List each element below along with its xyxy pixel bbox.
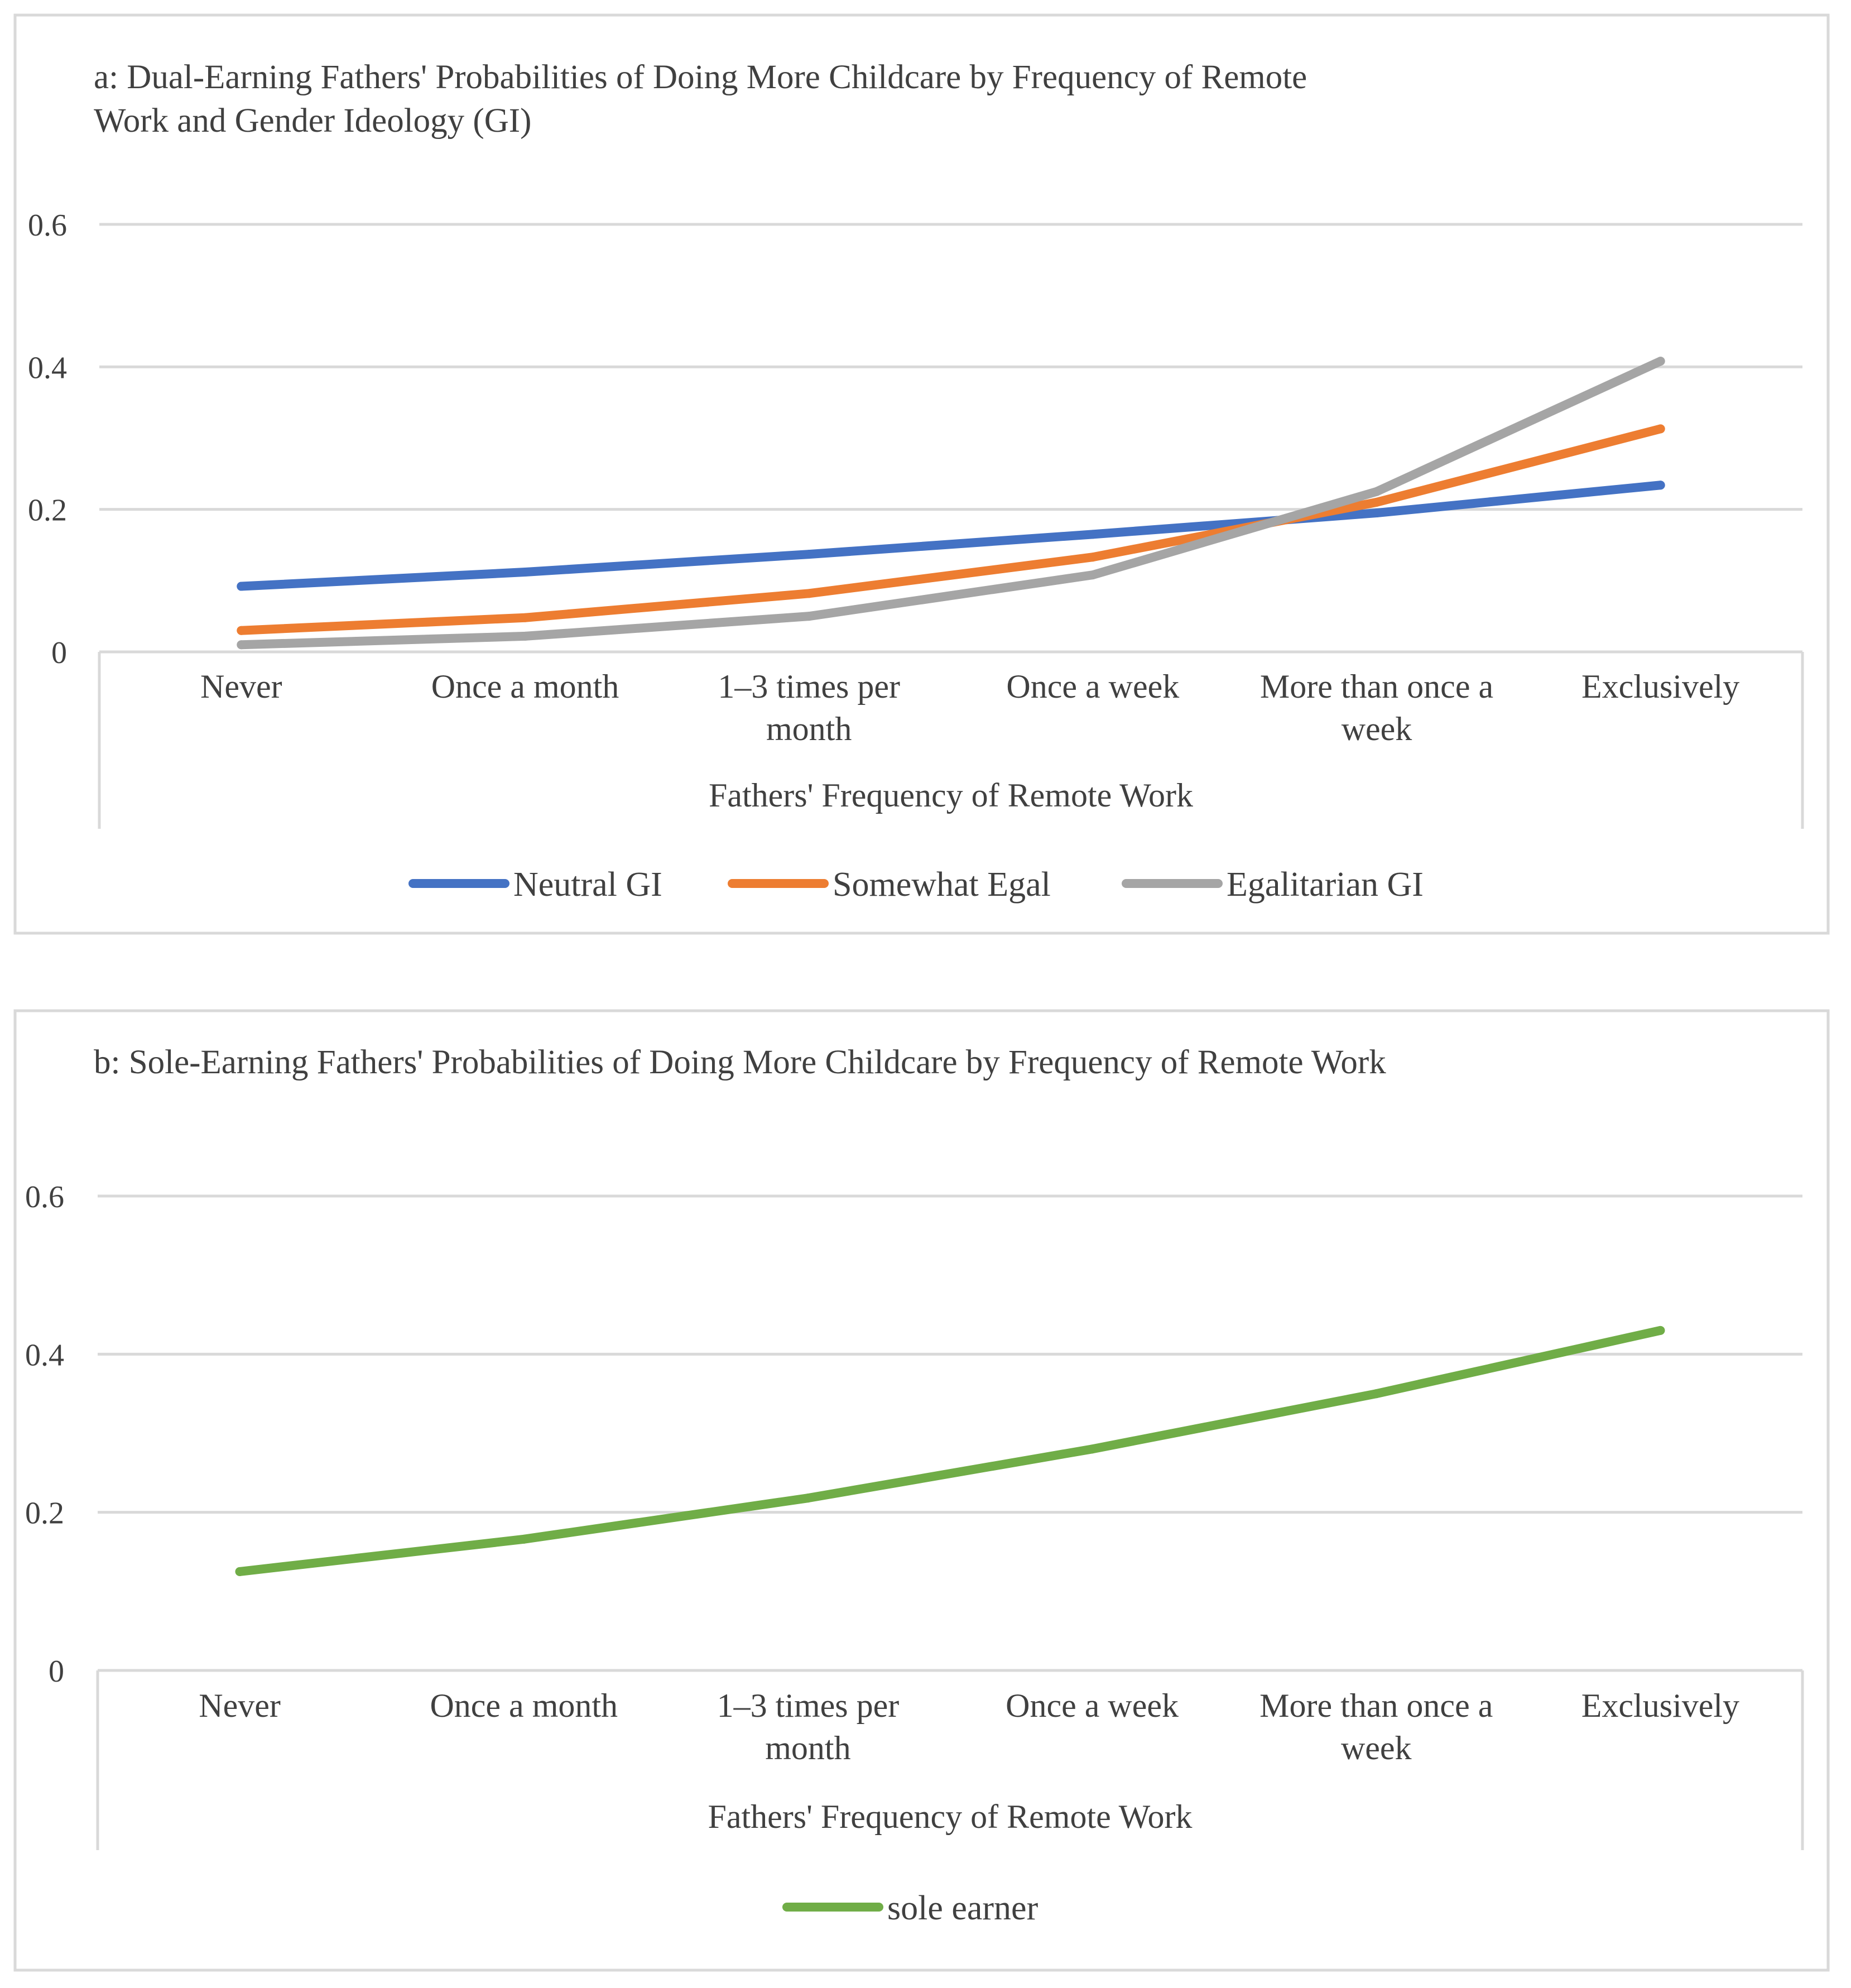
legend-item: sole earner [782,1889,1039,1927]
data-point [1372,487,1381,496]
x-tick-label-line: 1–3 times per [718,668,900,705]
y-tick-label: 0.4 [25,1338,64,1372]
data-point [804,550,814,559]
data-point [1372,508,1381,518]
series-line-2 [237,424,1665,635]
data-point [804,589,814,598]
legend-label: Neutral GI [513,866,662,904]
x-tick-label-line: Exclusively [1581,668,1739,705]
x-axis-title: Fathers' Frequency of Remote Work [708,1798,1192,1835]
chart-frame [13,1009,1830,1972]
series-line-1 [235,1326,1665,1576]
data-point [237,626,246,635]
chart-title: a: Dual-Earning Fathers' Probabilities o… [94,59,1307,140]
legend-label: Somewhat Egal [833,866,1051,904]
x-tick-label: 1–3 times per month [717,1687,900,1766]
legend-label: Egalitarian GI [1227,866,1424,904]
x-tick-label: Exclusively [1581,668,1739,705]
x-tick-label: 1–3 times per month [718,668,900,747]
series-line-1 [237,481,1665,591]
data-point [1656,357,1665,366]
x-tick-label: Once a week [1006,668,1179,705]
data-point [1088,553,1098,562]
chart-frame [13,13,1830,935]
x-axis-title: Fathers' Frequency of Remote Work [709,777,1193,814]
data-point [1088,1444,1097,1454]
x-tick-label-line: Once a week [1006,1687,1179,1724]
x-tick-label-line: Never [200,668,282,705]
series-line-3 [237,357,1665,650]
y-tick-label: 0 [49,1654,64,1689]
x-tick-label-line: Never [199,1687,281,1724]
x-tick-label-line: Once a month [431,668,619,705]
y-tick-label: 0.2 [28,493,67,528]
chart-title: b: Sole-Earning Fathers' Probabilities o… [94,1044,1386,1081]
x-tick-label: Once a month [431,668,619,705]
data-point [1088,570,1098,580]
data-point [521,613,530,622]
data-point [1656,1326,1665,1335]
legend-item: Egalitarian GI [1122,866,1424,904]
x-tick-label: Once a month [430,1687,618,1724]
data-point [1656,481,1665,490]
x-tick-label-line: More than once a [1259,1687,1493,1724]
chart-a: a: Dual-Earning Fathers' Probabilities o… [13,13,1830,935]
x-tick-label-line: Exclusively [1581,1687,1739,1724]
x-tick-label-line: week [1342,710,1412,747]
x-tick-label: Never [200,668,282,705]
y-tick-label: 0.6 [25,1180,64,1214]
data-point [237,640,246,650]
x-tick-label: More than once a week [1259,1687,1493,1766]
x-tick-label-line: 1–3 times per [717,1687,900,1724]
data-point [521,568,530,577]
x-tick-label-line: Once a month [430,1687,618,1724]
legend-item: Somewhat Egal [728,866,1051,904]
y-tick-label: 0.6 [28,208,67,243]
x-tick-label-line: Once a week [1006,668,1179,705]
data-point [803,1494,812,1503]
x-tick-label-line: More than once a [1260,668,1493,705]
legend-item: Neutral GI [408,866,662,904]
legend-label: sole earner [887,1889,1039,1927]
chart-title-line: a: Dual-Earning Fathers' Probabilities o… [94,59,1307,96]
x-tick-label: More than once a week [1260,668,1493,747]
y-tick-label: 0.2 [25,1496,64,1531]
x-tick-label-line: month [765,1730,850,1766]
x-tick-label: Exclusively [1581,1687,1739,1724]
data-point [237,582,246,591]
chart-title-line: b: Sole-Earning Fathers' Probabilities o… [94,1044,1386,1081]
data-point [1372,1389,1381,1399]
data-point [1088,530,1098,539]
data-point [519,1534,528,1544]
x-tick-label-line: month [766,710,852,747]
data-point [235,1567,244,1576]
x-tick-label-line: week [1341,1730,1412,1766]
y-tick-label: 0 [51,636,67,670]
data-point [804,612,814,621]
data-point [521,631,530,641]
x-tick-label: Never [199,1687,281,1724]
data-point [1656,424,1665,434]
x-tick-label: Once a week [1006,1687,1179,1724]
y-tick-label: 0.4 [28,350,67,385]
chart-b: b: Sole-Earning Fathers' Probabilities o… [13,1009,1830,1972]
data-point [1372,497,1381,507]
chart-title-line: Work and Gender Ideology (GI) [94,102,531,140]
